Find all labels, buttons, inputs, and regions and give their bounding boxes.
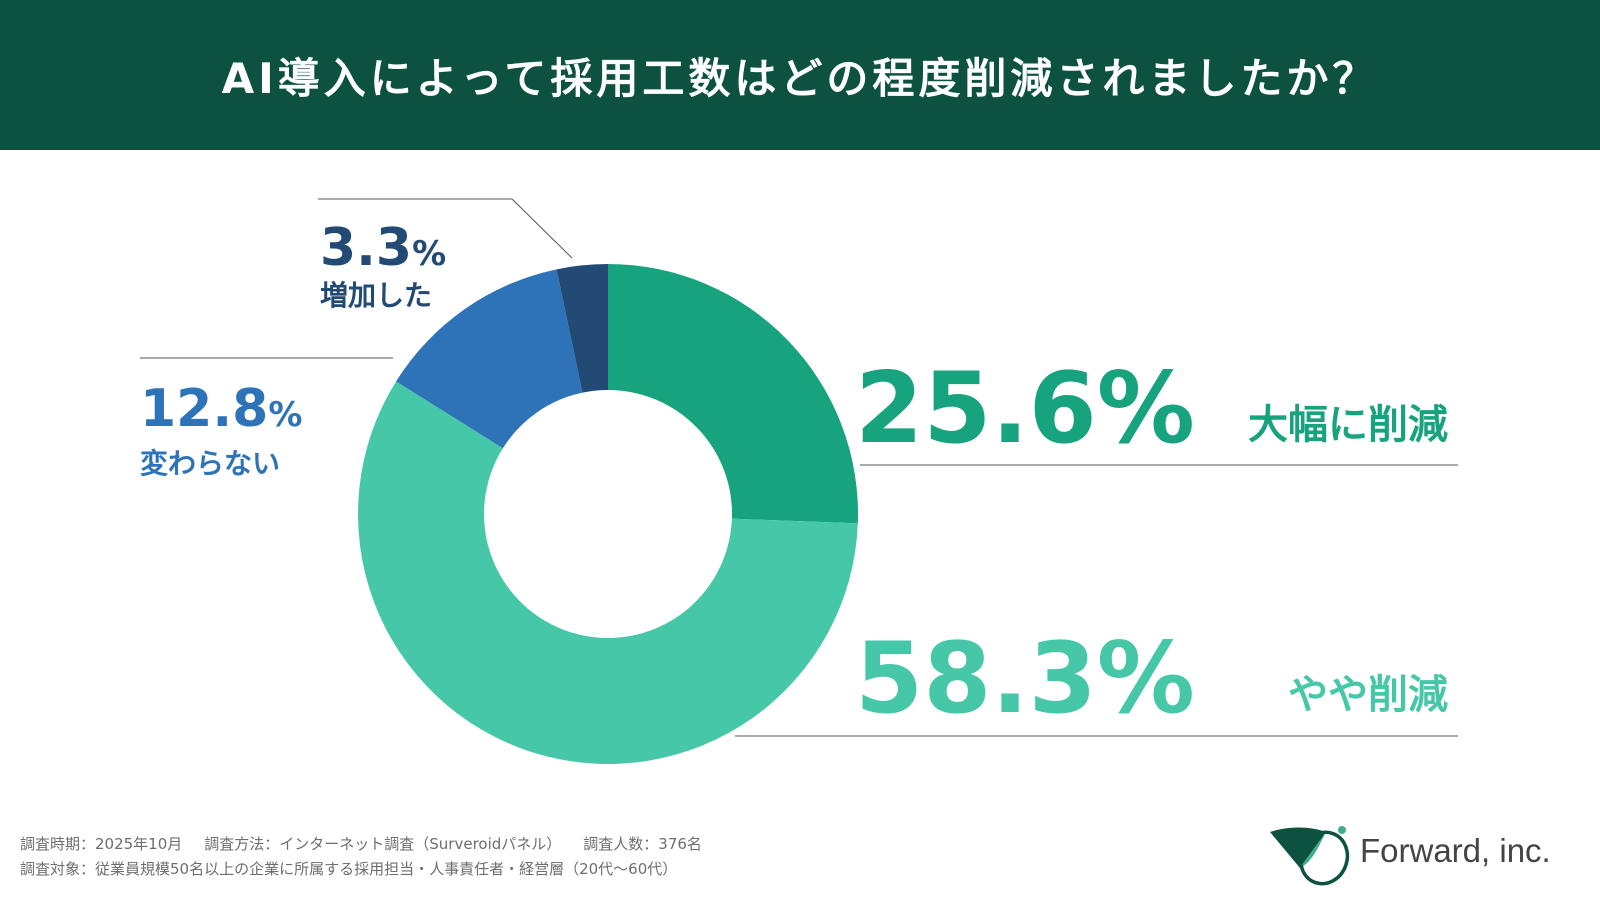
company-name: Forward, inc. [1360, 832, 1551, 869]
data-label-slight-reduction: 58.3% [855, 622, 1195, 736]
data-label-large-reduction: 25.6% [855, 352, 1195, 466]
header-bar: AI導入によって採用工数はどの程度削減されましたか？ [0, 0, 1600, 150]
leader-line-increased-diag [511, 198, 573, 259]
data-label-unchanged: 12.8% [140, 379, 302, 439]
legend-label-increased: 増加した [320, 279, 432, 312]
slice-increased [556, 264, 608, 393]
legend-label-unchanged: 変わらない [140, 447, 280, 480]
survey-target: 調査対象：従業員規模50名以上の企業に所属する採用担当・人事責任者・経営層（20… [20, 860, 678, 878]
company-logo: Forward, inc. [1268, 818, 1578, 888]
donut-slices [358, 264, 859, 764]
forward-logo-mark-icon [1270, 826, 1350, 886]
legend-label-slight-reduction: やや削減 [1288, 672, 1448, 718]
slice-large-reduction [608, 264, 859, 524]
slice-slight-reduction [358, 381, 858, 764]
page-title: AI導入によって採用工数はどの程度削減されましたか？ [221, 53, 1379, 103]
survey-respondents: 調査人数：376名 [583, 835, 702, 853]
slice-unchanged [396, 269, 583, 449]
survey-period: 調査時期：2025年10月 [20, 835, 183, 853]
survey-notes: 調査時期：2025年10月 調査方法：インターネット調査（Surveroidパネル… [20, 832, 702, 882]
data-label-increased: 3.3% [320, 218, 446, 278]
legend-label-large-reduction: 大幅に削減 [1248, 402, 1448, 448]
survey-notes-line-1: 調査時期：2025年10月 調査方法：インターネット調査（Surveroidパネル… [20, 832, 702, 857]
survey-method: 調査方法：インターネット調査（Surveroidパネル） [204, 835, 562, 853]
